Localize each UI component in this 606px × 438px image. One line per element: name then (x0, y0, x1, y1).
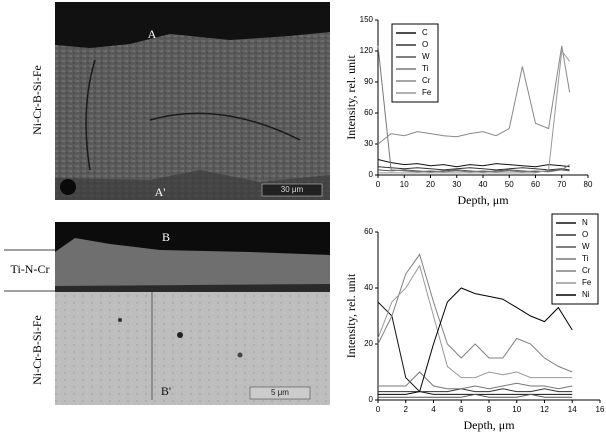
legend-label: N (582, 218, 588, 227)
x-tick-label: 0 (376, 405, 381, 414)
y-tick-label: 40 (364, 283, 373, 292)
y-tick-label: 20 (364, 339, 373, 348)
micrograph-b: 5 μm B B' Ti-N-Cr Ni-Cr-B-Si-Fe (4, 222, 330, 405)
layer-label: Ni-Cr-B-Si-Fe (30, 65, 44, 135)
section-label: B' (161, 384, 171, 398)
section-label: A' (155, 185, 166, 199)
data-line (378, 371, 573, 390)
x-tick-label: 10 (512, 405, 521, 414)
x-tick-label: 50 (505, 180, 514, 189)
legend-label: C (422, 28, 428, 37)
section-label: B (162, 230, 170, 244)
data-line (378, 49, 571, 174)
x-tick-label: 60 (531, 180, 540, 189)
y-tick-label: 0 (369, 170, 374, 179)
x-axis-label: Depth, μm (463, 418, 515, 432)
x-tick-label: 2 (404, 405, 409, 414)
x-tick-label: 4 (431, 405, 436, 414)
y-tick-label: 90 (364, 77, 373, 86)
x-axis-label: Depth, μm (457, 193, 509, 207)
micrograph-a: 30 μm A A' Ni-Cr-B-Si-Fe (30, 2, 330, 200)
x-tick-label: 12 (540, 405, 549, 414)
legend-label: W (422, 52, 430, 61)
legend-label: W (582, 242, 590, 251)
data-line (378, 287, 573, 395)
data-line (378, 393, 573, 398)
legend-label: Fe (582, 278, 592, 287)
x-tick-label: 8 (487, 405, 492, 414)
legend-label: Ni (582, 290, 590, 299)
x-tick-label: 20 (426, 180, 435, 189)
scale-label: 5 μm (271, 388, 289, 397)
legend-label: O (422, 40, 428, 49)
legend-label: Cr (422, 76, 431, 85)
x-tick-label: 10 (400, 180, 409, 189)
y-tick-label: 60 (364, 108, 373, 117)
y-tick-label: 60 (364, 227, 373, 236)
x-tick-label: 16 (596, 405, 605, 414)
scale-label: 30 μm (281, 185, 304, 194)
legend-label: Ti (582, 254, 589, 263)
x-tick-label: 14 (568, 405, 577, 414)
y-axis-label: Intensity, rel. unit (344, 55, 358, 140)
x-tick-label: 40 (479, 180, 488, 189)
y-tick-label: 150 (360, 15, 374, 24)
data-line (377, 159, 570, 168)
x-tick-label: 80 (584, 180, 593, 189)
data-line (377, 253, 573, 373)
y-tick-label: 120 (360, 46, 374, 55)
legend-label: Ti (422, 64, 429, 73)
data-line (377, 301, 573, 395)
section-label: A (148, 27, 157, 41)
x-tick-label: 0 (376, 180, 381, 189)
layer-label: Ni-Cr-B-Si-Fe (30, 315, 44, 385)
x-tick-label: 30 (452, 180, 461, 189)
x-tick-label: 70 (557, 180, 566, 189)
x-tick-label: 6 (459, 405, 464, 414)
y-tick-label: 0 (369, 395, 374, 404)
legend-label: O (582, 230, 588, 239)
data-line (377, 45, 571, 145)
data-line (377, 166, 570, 171)
legend-label: Fe (422, 88, 432, 97)
data-line (378, 388, 573, 393)
y-tick-label: 30 (364, 139, 373, 148)
legend-label: Cr (582, 266, 591, 275)
y-axis-label: Intensity, rel. unit (344, 273, 358, 358)
legend-box (391, 23, 439, 103)
layer-label: Ti-N-Cr (11, 262, 50, 276)
data-line (377, 264, 573, 379)
